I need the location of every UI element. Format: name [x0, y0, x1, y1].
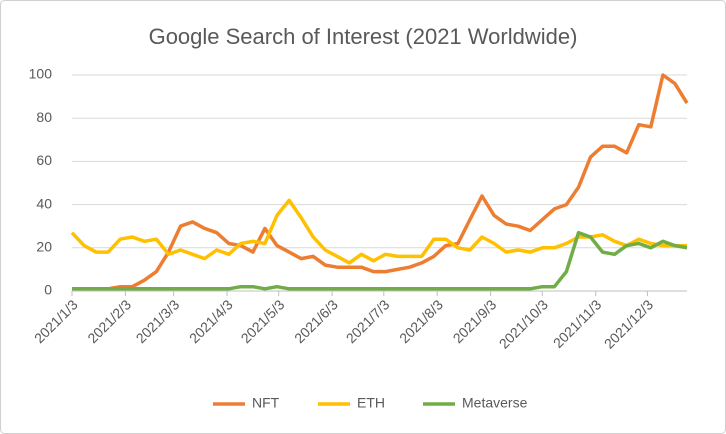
chart-title: Google Search of Interest (2021 Worldwid… [149, 24, 578, 49]
y-tick-label: 100 [29, 66, 53, 82]
y-tick-label: 20 [36, 239, 52, 255]
series-line [70, 198, 687, 265]
y-tick-label: 40 [36, 195, 52, 211]
legend-label: ETH [357, 395, 385, 411]
series-line [72, 230, 688, 291]
y-tick-label: 80 [36, 109, 52, 125]
legend-label: NFT [252, 395, 280, 411]
y-tick-label: 60 [36, 152, 52, 168]
legend-label: Metaverse [462, 395, 528, 411]
y-tick-label: 0 [44, 282, 52, 298]
series-line [72, 73, 689, 291]
